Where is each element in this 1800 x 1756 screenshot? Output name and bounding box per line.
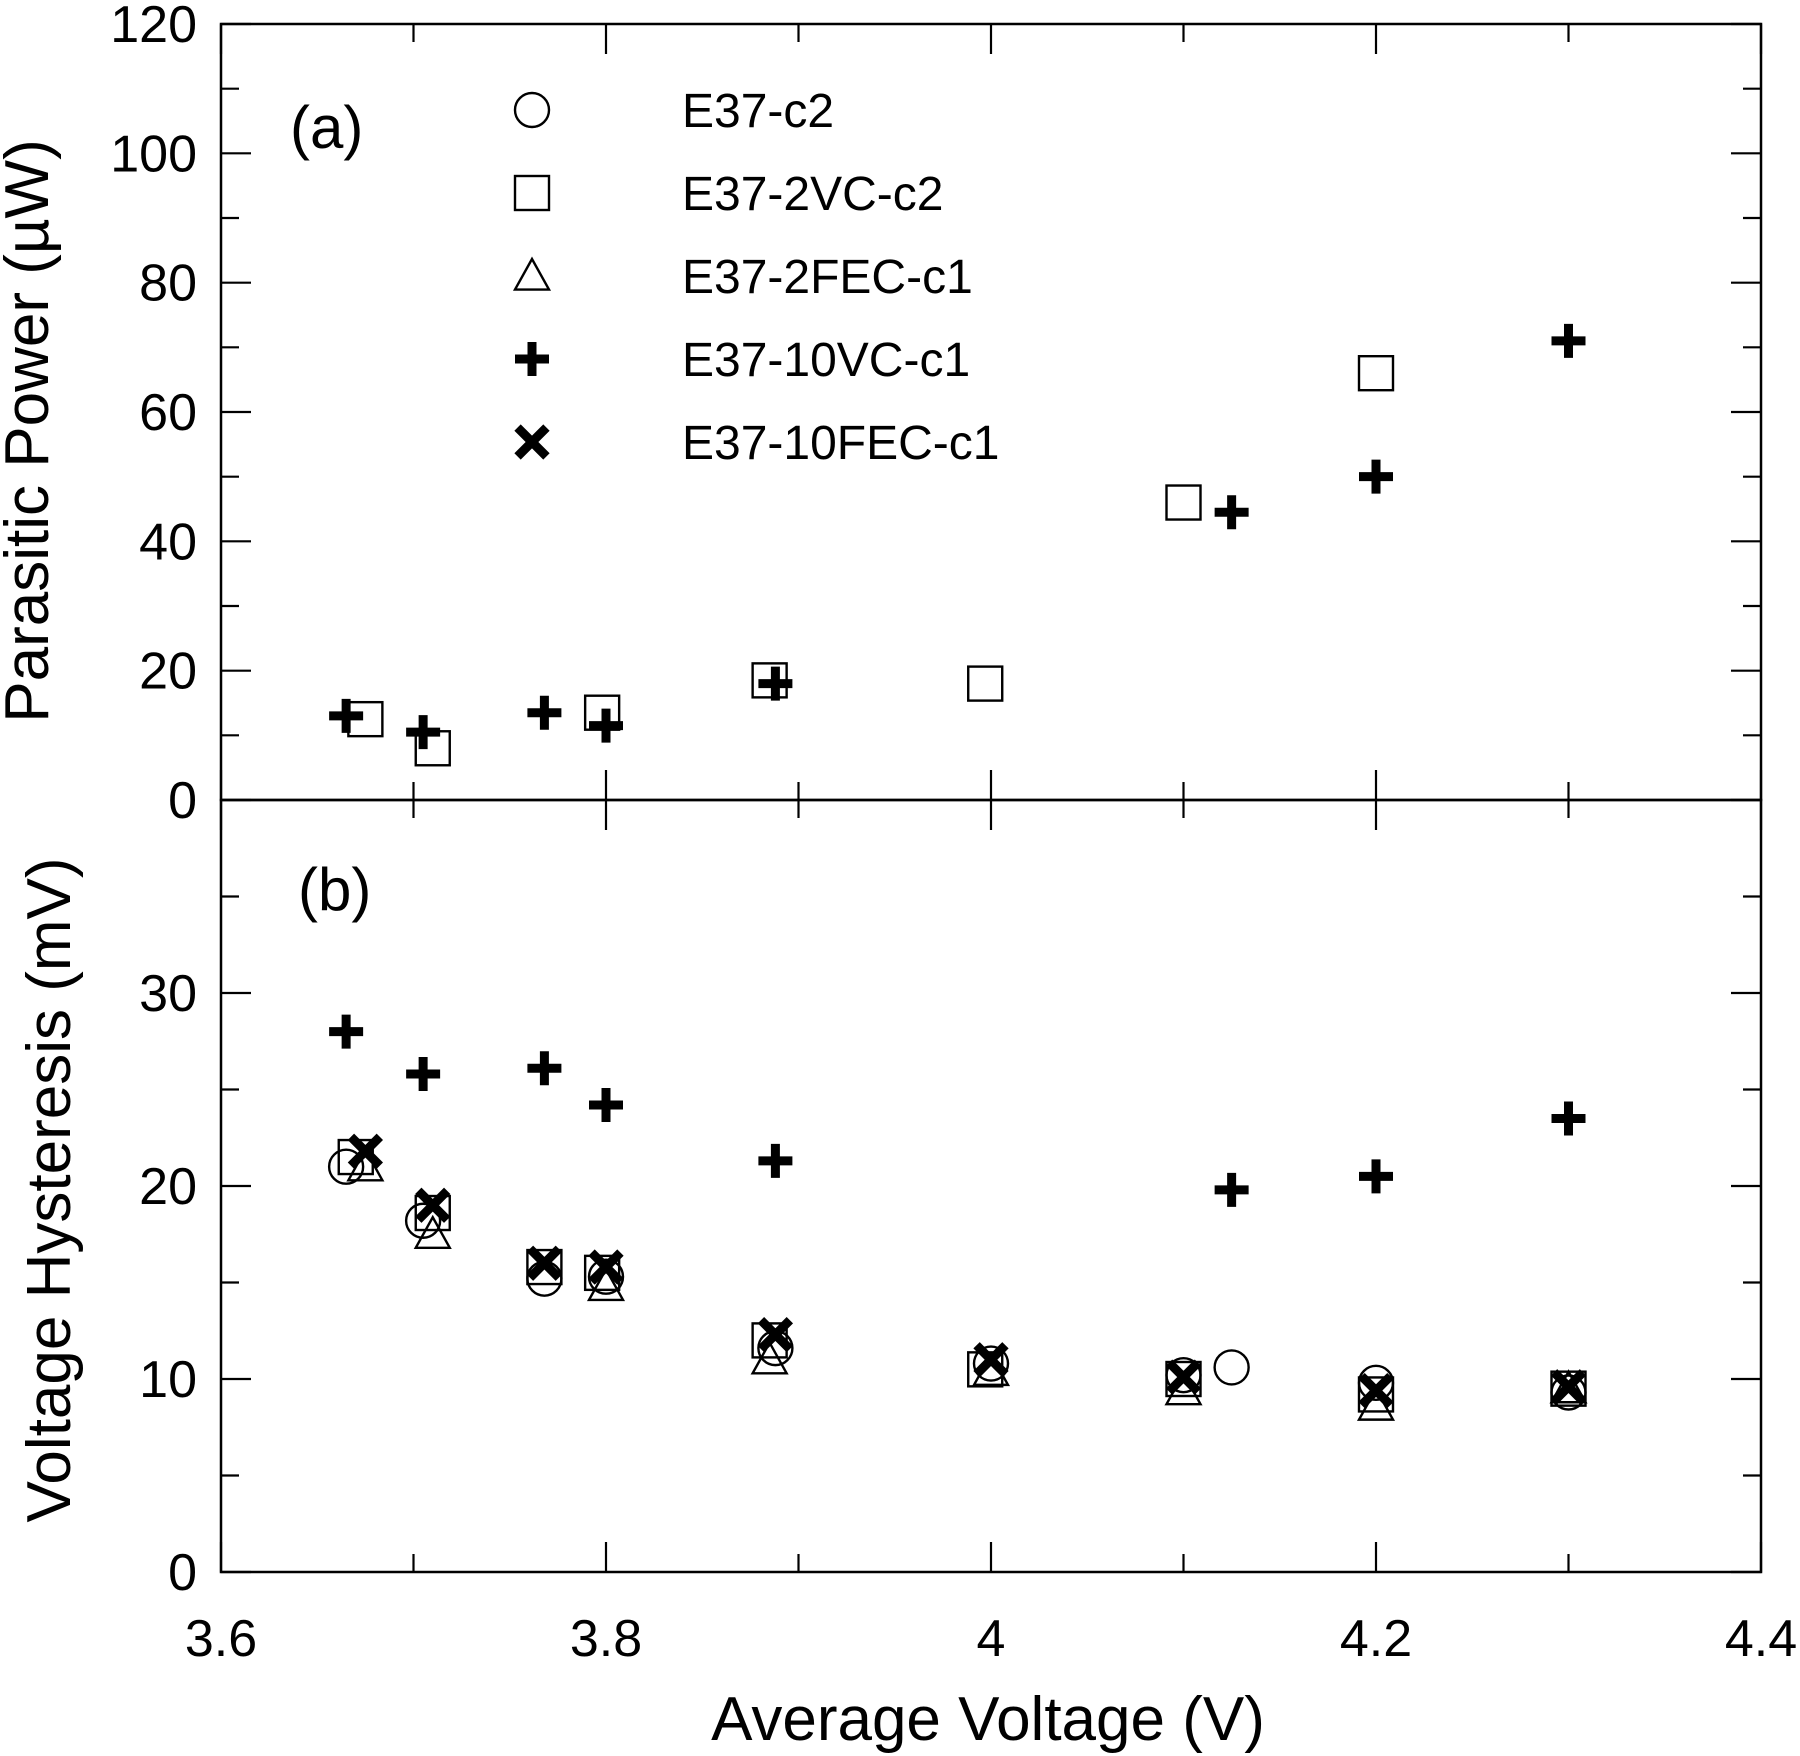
y-tick-label: 0: [168, 772, 197, 830]
y-tick-label: 60: [139, 384, 197, 442]
legend-marker: [514, 424, 550, 460]
data-point: [972, 1345, 1010, 1382]
legend-item: E37-2VC-c2: [513, 168, 943, 221]
data-point: [583, 1254, 621, 1292]
data-point: [1359, 459, 1393, 494]
y-tick-label: 20: [139, 1158, 197, 1216]
y-axis-title-bottom: Voltage Hysteresis (mV): [15, 858, 84, 1523]
axis-ticks: [219, 22, 1763, 1574]
data-point: [526, 1245, 563, 1281]
y-tick-label: 40: [139, 513, 197, 571]
legend-marker: [513, 91, 551, 129]
data-point: [1358, 1372, 1394, 1409]
legend-item: E37-10VC-c1: [515, 334, 970, 387]
data-point: [1165, 1359, 1202, 1395]
data-point: [586, 1266, 626, 1302]
data-markers: [327, 323, 1588, 1421]
legend-marker: [513, 174, 551, 212]
data-point: [967, 665, 1004, 702]
legend-label: E37-2VC-c2: [682, 168, 943, 221]
legend: E37-c2 E37-2VC-c2 E37-2FEC-c1 E37-10VC-c1 E3…: [512, 85, 999, 470]
y-tick-label: 100: [110, 125, 197, 183]
data-point: [413, 1214, 452, 1250]
data-point: [589, 1087, 623, 1122]
data-point: [588, 1249, 624, 1285]
x-tick-label: 4: [977, 1610, 1006, 1668]
data-point: [527, 695, 562, 730]
bottom-panel-frame: [219, 798, 1763, 1574]
data-point: [527, 1051, 562, 1086]
y-axis-title-top: Parasitic Power (µW): [0, 139, 62, 722]
legend-item: E37-2FEC-c1: [512, 251, 973, 304]
data-point: [414, 1194, 451, 1232]
data-point: [1359, 1159, 1393, 1194]
data-point: [404, 1202, 442, 1239]
data-point: [406, 715, 441, 750]
y-tick-label: 10: [139, 1351, 197, 1409]
legend-label: E37-c2: [682, 85, 834, 138]
top-panel-frame: [219, 22, 1763, 802]
data-point: [327, 1148, 365, 1185]
data-point: [526, 1248, 563, 1286]
data-point: [1550, 1369, 1587, 1405]
y-tick-label: 120: [110, 0, 197, 54]
x-axis-title: Average Voltage (V): [711, 1685, 1265, 1754]
panel-label-b: (b): [298, 856, 371, 923]
data-point: [329, 1014, 364, 1049]
data-point: [329, 698, 364, 733]
tick-labels: 0 20 40 60 80 100 120 0 10 20 30 3.6 3.8 4 4.2 4.4: [110, 0, 1797, 1668]
data-point: [758, 666, 793, 701]
data-point: [1165, 1360, 1202, 1398]
legend-marker: [515, 342, 549, 376]
y-tick-label: 80: [139, 255, 197, 313]
x-tick-label: 4.2: [1340, 1610, 1412, 1668]
data-point: [347, 1133, 384, 1169]
y-tick-label: 20: [139, 643, 197, 701]
series-E37-2VC-c2: [337, 1138, 1587, 1413]
data-point: [589, 708, 623, 743]
data-point: [1213, 1349, 1250, 1386]
data-point: [587, 1258, 625, 1295]
y-tick-label: 30: [139, 965, 197, 1023]
x-tick-label: 3.6: [185, 1610, 257, 1668]
data-point: [1165, 484, 1202, 521]
series-E37-c2: [327, 1148, 1587, 1411]
data-point: [1549, 1369, 1588, 1404]
data-point: [1357, 355, 1395, 392]
data-point: [406, 1057, 441, 1092]
x-tick-label: 4.4: [1725, 1610, 1797, 1668]
data-point: [1214, 495, 1249, 530]
data-point: [973, 1342, 1009, 1378]
legend-marker: [512, 256, 552, 291]
y-tick-label: 0: [168, 1544, 197, 1602]
data-point: [1357, 1376, 1395, 1413]
data-point: [750, 1340, 789, 1375]
data-point: [415, 1187, 451, 1223]
legend-label: E37-10VC-c1: [682, 334, 970, 387]
series-E37-10VC-c1: [329, 1014, 1586, 1207]
series-E37-10VC-c1: [329, 323, 1586, 750]
legend-item: E37-c2: [513, 85, 834, 138]
data-point: [1551, 1101, 1586, 1136]
series-E37-10FEC-c1: [347, 1133, 1587, 1409]
legend-label: E37-2FEC-c1: [682, 251, 973, 304]
legend-item: E37-10FEC-c1: [514, 417, 999, 470]
legend-label: E37-10FEC-c1: [682, 417, 999, 470]
data-point: [1551, 323, 1586, 358]
data-point: [758, 1143, 793, 1178]
data-point: [757, 1316, 794, 1353]
data-point: [1214, 1172, 1249, 1207]
panel-label-a: (a): [290, 94, 363, 161]
x-tick-label: 3.8: [570, 1610, 642, 1668]
